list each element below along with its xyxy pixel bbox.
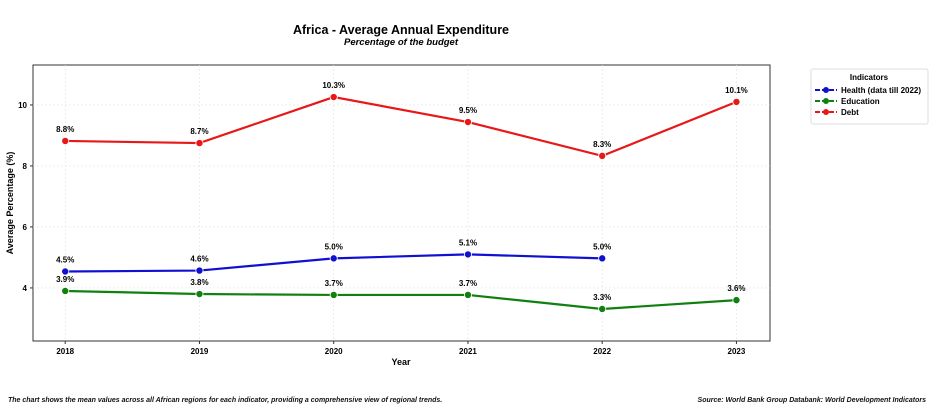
data-point — [732, 296, 741, 305]
data-point — [598, 254, 607, 263]
x-axis-label: Year — [391, 357, 411, 367]
data-label: 4.5% — [56, 255, 74, 264]
chart-subtitle: Percentage of the budget — [344, 37, 459, 48]
legend-label: Health (data till 2022) — [841, 86, 921, 95]
footer-note: The chart shows the mean values across a… — [8, 397, 443, 404]
x-tick-label: 2018 — [56, 347, 74, 356]
data-point — [195, 139, 204, 148]
data-label: 8.8% — [56, 125, 74, 134]
data-point — [463, 290, 472, 299]
data-label: 10.1% — [725, 86, 748, 95]
data-point — [329, 290, 338, 299]
data-label: 5.1% — [459, 238, 477, 247]
data-label: 8.7% — [190, 127, 208, 136]
data-label: 10.3% — [322, 81, 345, 90]
x-tick-label: 2021 — [459, 347, 477, 356]
data-point — [463, 118, 472, 127]
data-label: 3.8% — [190, 278, 208, 287]
data-label: 5.0% — [325, 242, 343, 251]
y-tick-label: 10 — [18, 101, 27, 110]
legend: Indicators Health (data till 2022) Educat… — [810, 68, 929, 125]
legend-marker — [823, 87, 829, 93]
legend-title: Indicators — [850, 73, 889, 82]
x-tick-label: 2023 — [728, 347, 746, 356]
x-tick-label: 2020 — [325, 347, 343, 356]
y-tick-label: 8 — [23, 162, 28, 171]
data-label: 8.3% — [593, 140, 611, 149]
data-point — [61, 286, 70, 295]
data-point — [329, 93, 338, 102]
data-label: 9.5% — [459, 106, 477, 115]
x-tick-label: 2022 — [593, 347, 611, 356]
data-label: 3.6% — [727, 284, 745, 293]
y-tick-label: 6 — [23, 223, 28, 232]
plot-area — [32, 64, 771, 342]
legend-marker — [823, 98, 829, 104]
y-axis-label: Average Percentage (%) — [5, 152, 15, 255]
legend-label: Education — [841, 97, 880, 106]
data-label: 3.7% — [325, 279, 343, 288]
data-label: 3.7% — [459, 279, 477, 288]
data-point — [195, 290, 204, 299]
data-label: 3.9% — [56, 275, 74, 284]
legend-label: Debt — [841, 108, 859, 117]
data-point — [195, 266, 204, 275]
series-line — [65, 95, 737, 158]
series-line — [65, 289, 737, 311]
legend-marker — [823, 109, 829, 115]
y-tick-label: 4 — [23, 284, 28, 293]
chart-title: Africa - Average Annual Expenditure — [293, 23, 509, 37]
data-point — [61, 136, 70, 145]
x-tick-label: 2019 — [191, 347, 209, 356]
footer-source: Source: World Bank Group Databank: World… — [697, 397, 926, 404]
data-point — [329, 254, 338, 263]
data-label: 3.3% — [593, 293, 611, 302]
data-label: 5.0% — [593, 242, 611, 251]
data-point — [732, 97, 741, 106]
data-point — [598, 304, 607, 313]
data-point — [61, 267, 70, 276]
data-point — [598, 151, 607, 160]
data-label: 4.6% — [190, 255, 208, 264]
data-point — [463, 250, 472, 259]
